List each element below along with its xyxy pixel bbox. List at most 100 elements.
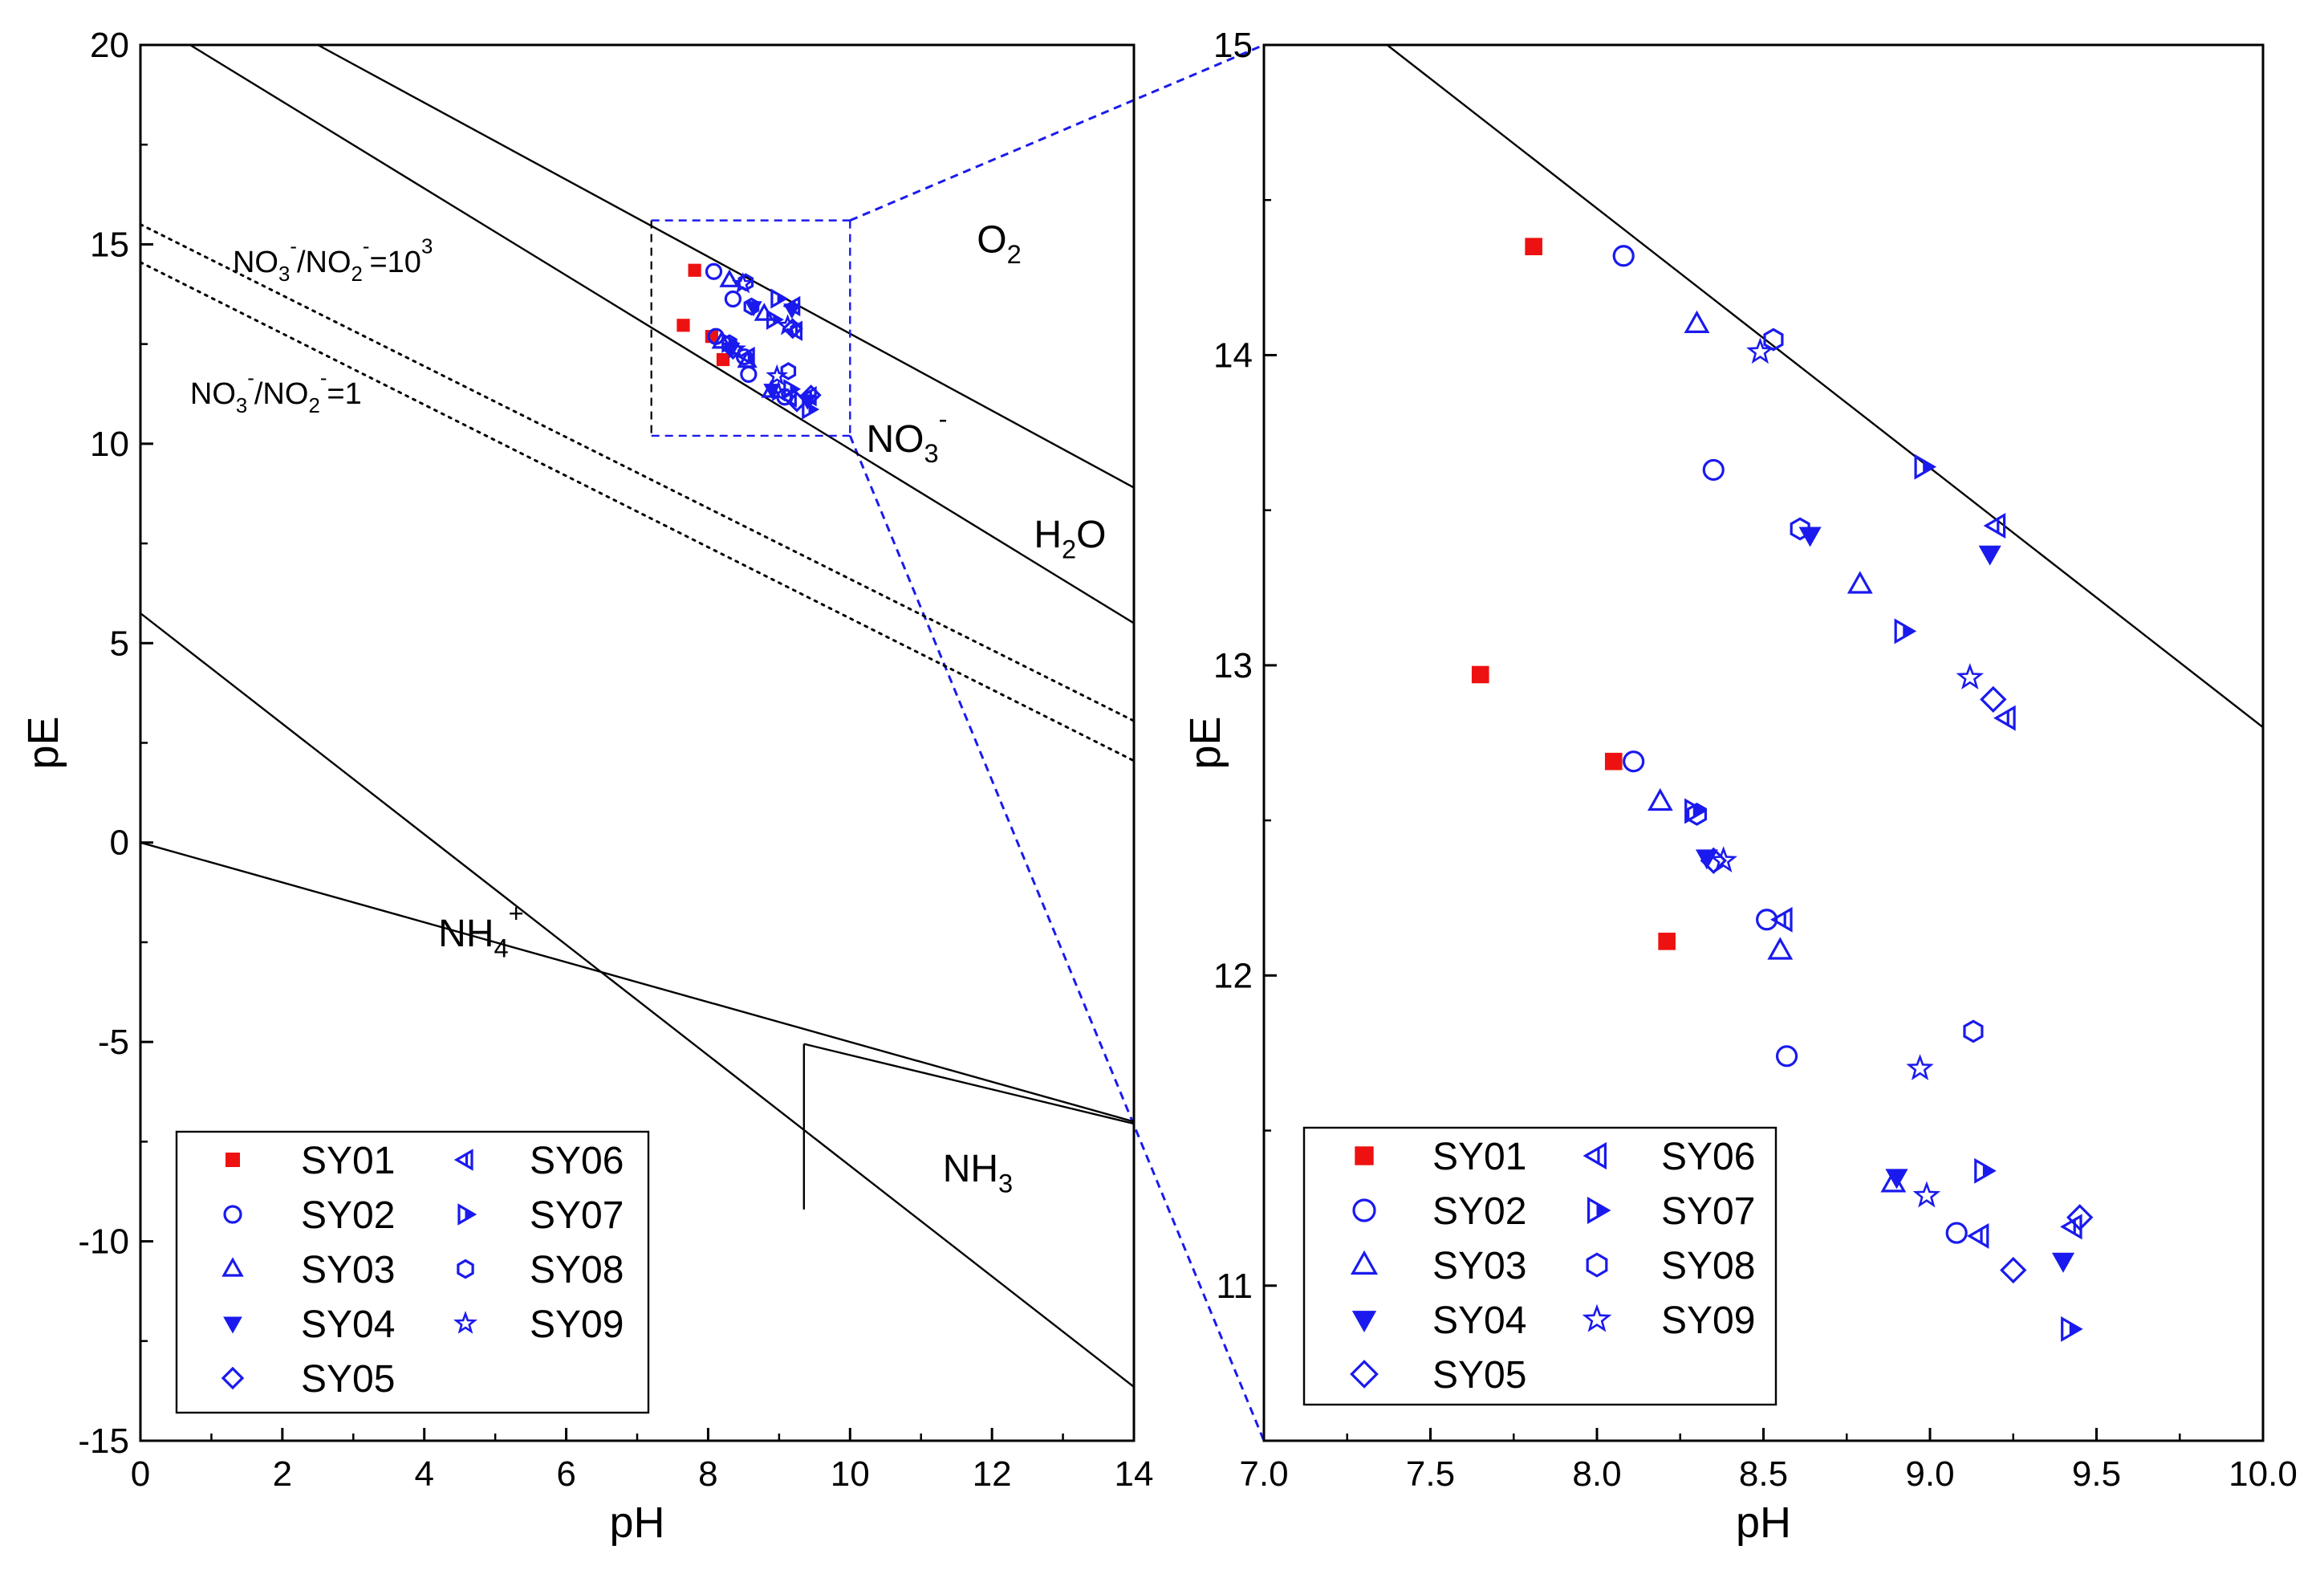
y-tick-label: 15 xyxy=(90,225,129,264)
series-sy02 xyxy=(1612,245,1968,1244)
legend-label-sy01: SY01 xyxy=(1432,1136,1526,1178)
point-sy09-1 xyxy=(1956,663,1985,690)
point-sy09-3 xyxy=(1906,1054,1934,1080)
ticks: 0 2 4 6 8 10 12 14 -15 -10 -5 0 5 10 15 20 xyxy=(78,26,1153,1494)
legend-label-sy05: SY05 xyxy=(301,1358,395,1401)
point-sy06-4 xyxy=(798,386,817,407)
point-sy02-1 xyxy=(1702,458,1725,482)
legend-label-sy02: SY02 xyxy=(301,1194,395,1237)
region-label-3: NH4+ xyxy=(438,898,524,962)
x-tick-label: 10.0 xyxy=(2229,1454,2298,1494)
point-sy02-0 xyxy=(705,262,723,280)
point-sy08-1 xyxy=(1790,517,1810,541)
legend-marker-sy07 xyxy=(1587,1196,1611,1225)
legend-label-sy03: SY03 xyxy=(301,1249,395,1291)
x-tick-label: 2 xyxy=(273,1454,292,1494)
region-label-0: O2 xyxy=(977,218,1022,268)
legend-marker-sy03 xyxy=(1350,1250,1379,1275)
legend-marker-sy06 xyxy=(453,1149,473,1171)
x-tick-label: 8.5 xyxy=(1739,1454,1788,1494)
series-sy04 xyxy=(1695,527,2075,1273)
point-sy02-1 xyxy=(724,290,741,308)
point-sy04-1 xyxy=(1978,545,2001,566)
x-axis-title: pH xyxy=(609,1499,664,1547)
y-tick-label: 11 xyxy=(1216,1267,1253,1306)
y-tick-label: -15 xyxy=(78,1421,129,1461)
legend-marker-sy06 xyxy=(1583,1141,1607,1170)
point-sy02-4 xyxy=(1775,1045,1798,1068)
point-sy03-3 xyxy=(1767,937,1794,960)
legend-marker-sy08 xyxy=(1586,1252,1608,1278)
point-sy09-0 xyxy=(1746,337,1774,364)
point-sy06-0 xyxy=(782,295,801,317)
boundary-line-2 xyxy=(140,223,1134,722)
legend-label-sy09: SY09 xyxy=(1661,1299,1755,1342)
y-tick-label: 15 xyxy=(1213,26,1253,65)
ratio-label-1: NO3-/NO2-=1 xyxy=(190,368,362,417)
legend-marker-sy02 xyxy=(223,1205,242,1224)
point-sy02-3 xyxy=(735,348,754,366)
x-tick-label: 8 xyxy=(698,1454,717,1494)
ratio-label-0: NO3-/NO2-=103 xyxy=(233,236,433,286)
series-sy07 xyxy=(1684,453,2083,1342)
y-tick-label: 13 xyxy=(1213,646,1253,685)
point-sy07-0 xyxy=(770,288,789,309)
point-sy08-0 xyxy=(1763,327,1784,352)
boundary-line-0 xyxy=(317,45,1134,489)
point-sy01-3 xyxy=(1658,933,1676,950)
legend-marker-sy09 xyxy=(453,1311,477,1334)
series-sy09 xyxy=(724,272,799,402)
legend-marker-sy04 xyxy=(223,1316,242,1334)
x-tick-label: 8.0 xyxy=(1572,1454,1621,1494)
y-axis-title: pE xyxy=(1181,716,1229,769)
point-sy08-2 xyxy=(1687,802,1707,826)
zoom-connectors xyxy=(848,43,1266,1442)
point-sy02-5 xyxy=(1945,1222,1968,1244)
legend-marker-sy02 xyxy=(1352,1198,1376,1222)
legend-label-sy08: SY08 xyxy=(530,1249,624,1291)
y-tick-label: -10 xyxy=(78,1222,129,1262)
series-sy01 xyxy=(1471,238,1676,950)
point-sy01-2 xyxy=(1604,752,1623,771)
point-sy06-2 xyxy=(737,346,755,368)
ticks: 7.0 7.5 8.0 8.5 9.0 9.5 10.0 11 12 13 14 15 xyxy=(1213,26,2298,1494)
legend-label-sy04: SY04 xyxy=(1432,1299,1526,1342)
x-tick-label: 12 xyxy=(973,1454,1012,1494)
x-tick-label: 6 xyxy=(556,1454,575,1494)
panel-left: O2 NO3- H2O NH4+ NH3 NO3-/NO2-=103 NO3-/NO2-=1… xyxy=(19,26,1153,1547)
legend-label-sy01: SY01 xyxy=(301,1140,395,1182)
legend-label-sy07: SY07 xyxy=(530,1194,624,1237)
boundary-line-1 xyxy=(189,45,1134,624)
region-label-4: NH3 xyxy=(943,1148,1013,1198)
plot-area xyxy=(1386,45,2263,1342)
legend-marker-sy09 xyxy=(1582,1303,1612,1332)
point-sy06-1 xyxy=(1993,705,2016,731)
legend-box xyxy=(1302,1126,1778,1406)
point-sy02-4 xyxy=(740,365,758,384)
point-sy06-0 xyxy=(1983,513,2006,539)
x-tick-label: 0 xyxy=(131,1454,150,1494)
point-sy05-2 xyxy=(2000,1256,2027,1284)
legend-label-sy02: SY02 xyxy=(1432,1190,1526,1233)
point-sy09-0 xyxy=(731,272,754,294)
legend-label-sy04: SY04 xyxy=(301,1303,395,1346)
legend-marker-sy01 xyxy=(225,1153,240,1167)
legend-label-sy07: SY07 xyxy=(1661,1190,1755,1233)
point-sy02-0 xyxy=(1612,245,1635,267)
point-sy01-0 xyxy=(688,263,701,277)
x-tick-label: 4 xyxy=(414,1454,433,1494)
zoom-box xyxy=(650,219,851,437)
legend-box xyxy=(175,1130,650,1414)
x-tick-label: 9.5 xyxy=(2072,1454,2121,1494)
x-tick-label: 14 xyxy=(1115,1454,1154,1494)
legend-marker-sy04 xyxy=(1351,1311,1377,1333)
legend-marker-sy01 xyxy=(1355,1146,1374,1165)
x-tick-label: 10 xyxy=(831,1454,870,1494)
point-sy09-2 xyxy=(1709,846,1737,873)
region-label-2: H2O xyxy=(1034,514,1106,563)
point-sy01-0 xyxy=(1525,238,1542,255)
point-sy09-4 xyxy=(1912,1181,1941,1208)
legend-label-sy09: SY09 xyxy=(530,1303,624,1346)
point-sy09-3 xyxy=(766,364,789,386)
